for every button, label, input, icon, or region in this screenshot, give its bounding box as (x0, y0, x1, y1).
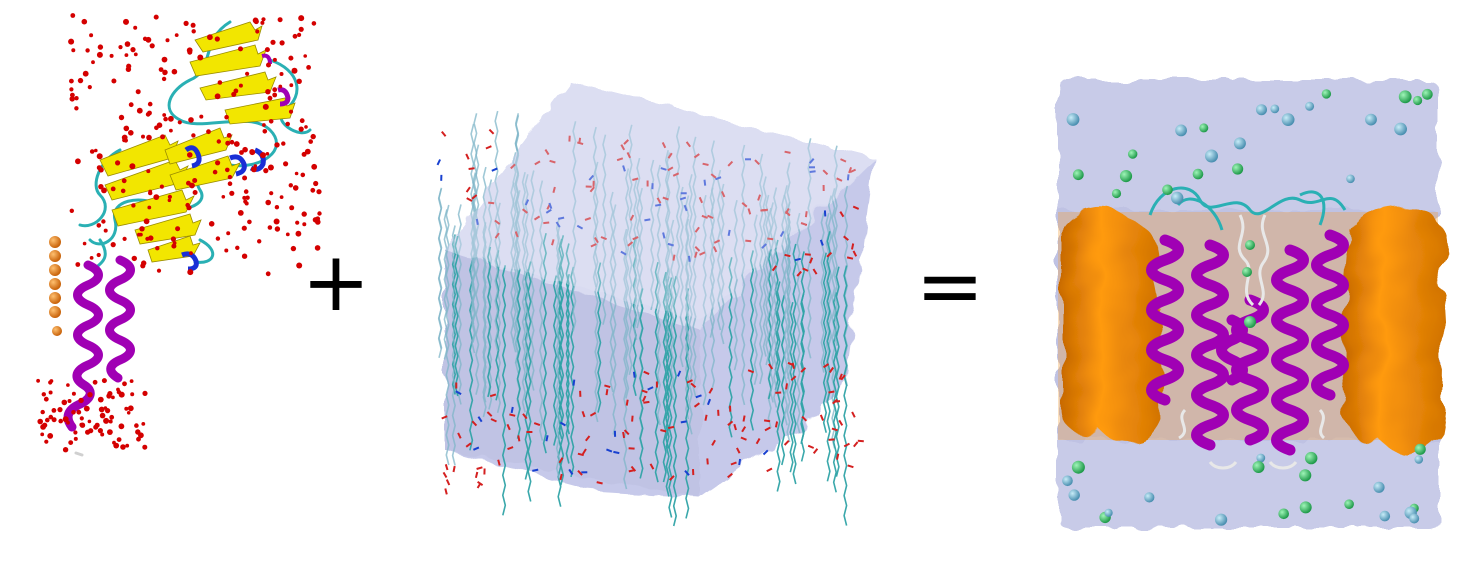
transmembrane-helices (63, 255, 135, 457)
ion-chain (49, 236, 62, 336)
embedded-system-panel (1058, 80, 1445, 528)
solvent-ions (1062, 88, 1433, 526)
plus-operator: + (302, 235, 371, 330)
turn-segments (181, 53, 291, 272)
beta-sheets (99, 21, 296, 263)
channel-ions (1242, 240, 1256, 328)
lipid-bilayer-panel (436, 82, 875, 527)
equals-operator: = (916, 239, 985, 334)
membrane-lipids (1062, 205, 1445, 452)
protein-structure-panel (36, 13, 322, 457)
crystal-waters (36, 13, 322, 453)
solvent-front-face (445, 82, 875, 320)
